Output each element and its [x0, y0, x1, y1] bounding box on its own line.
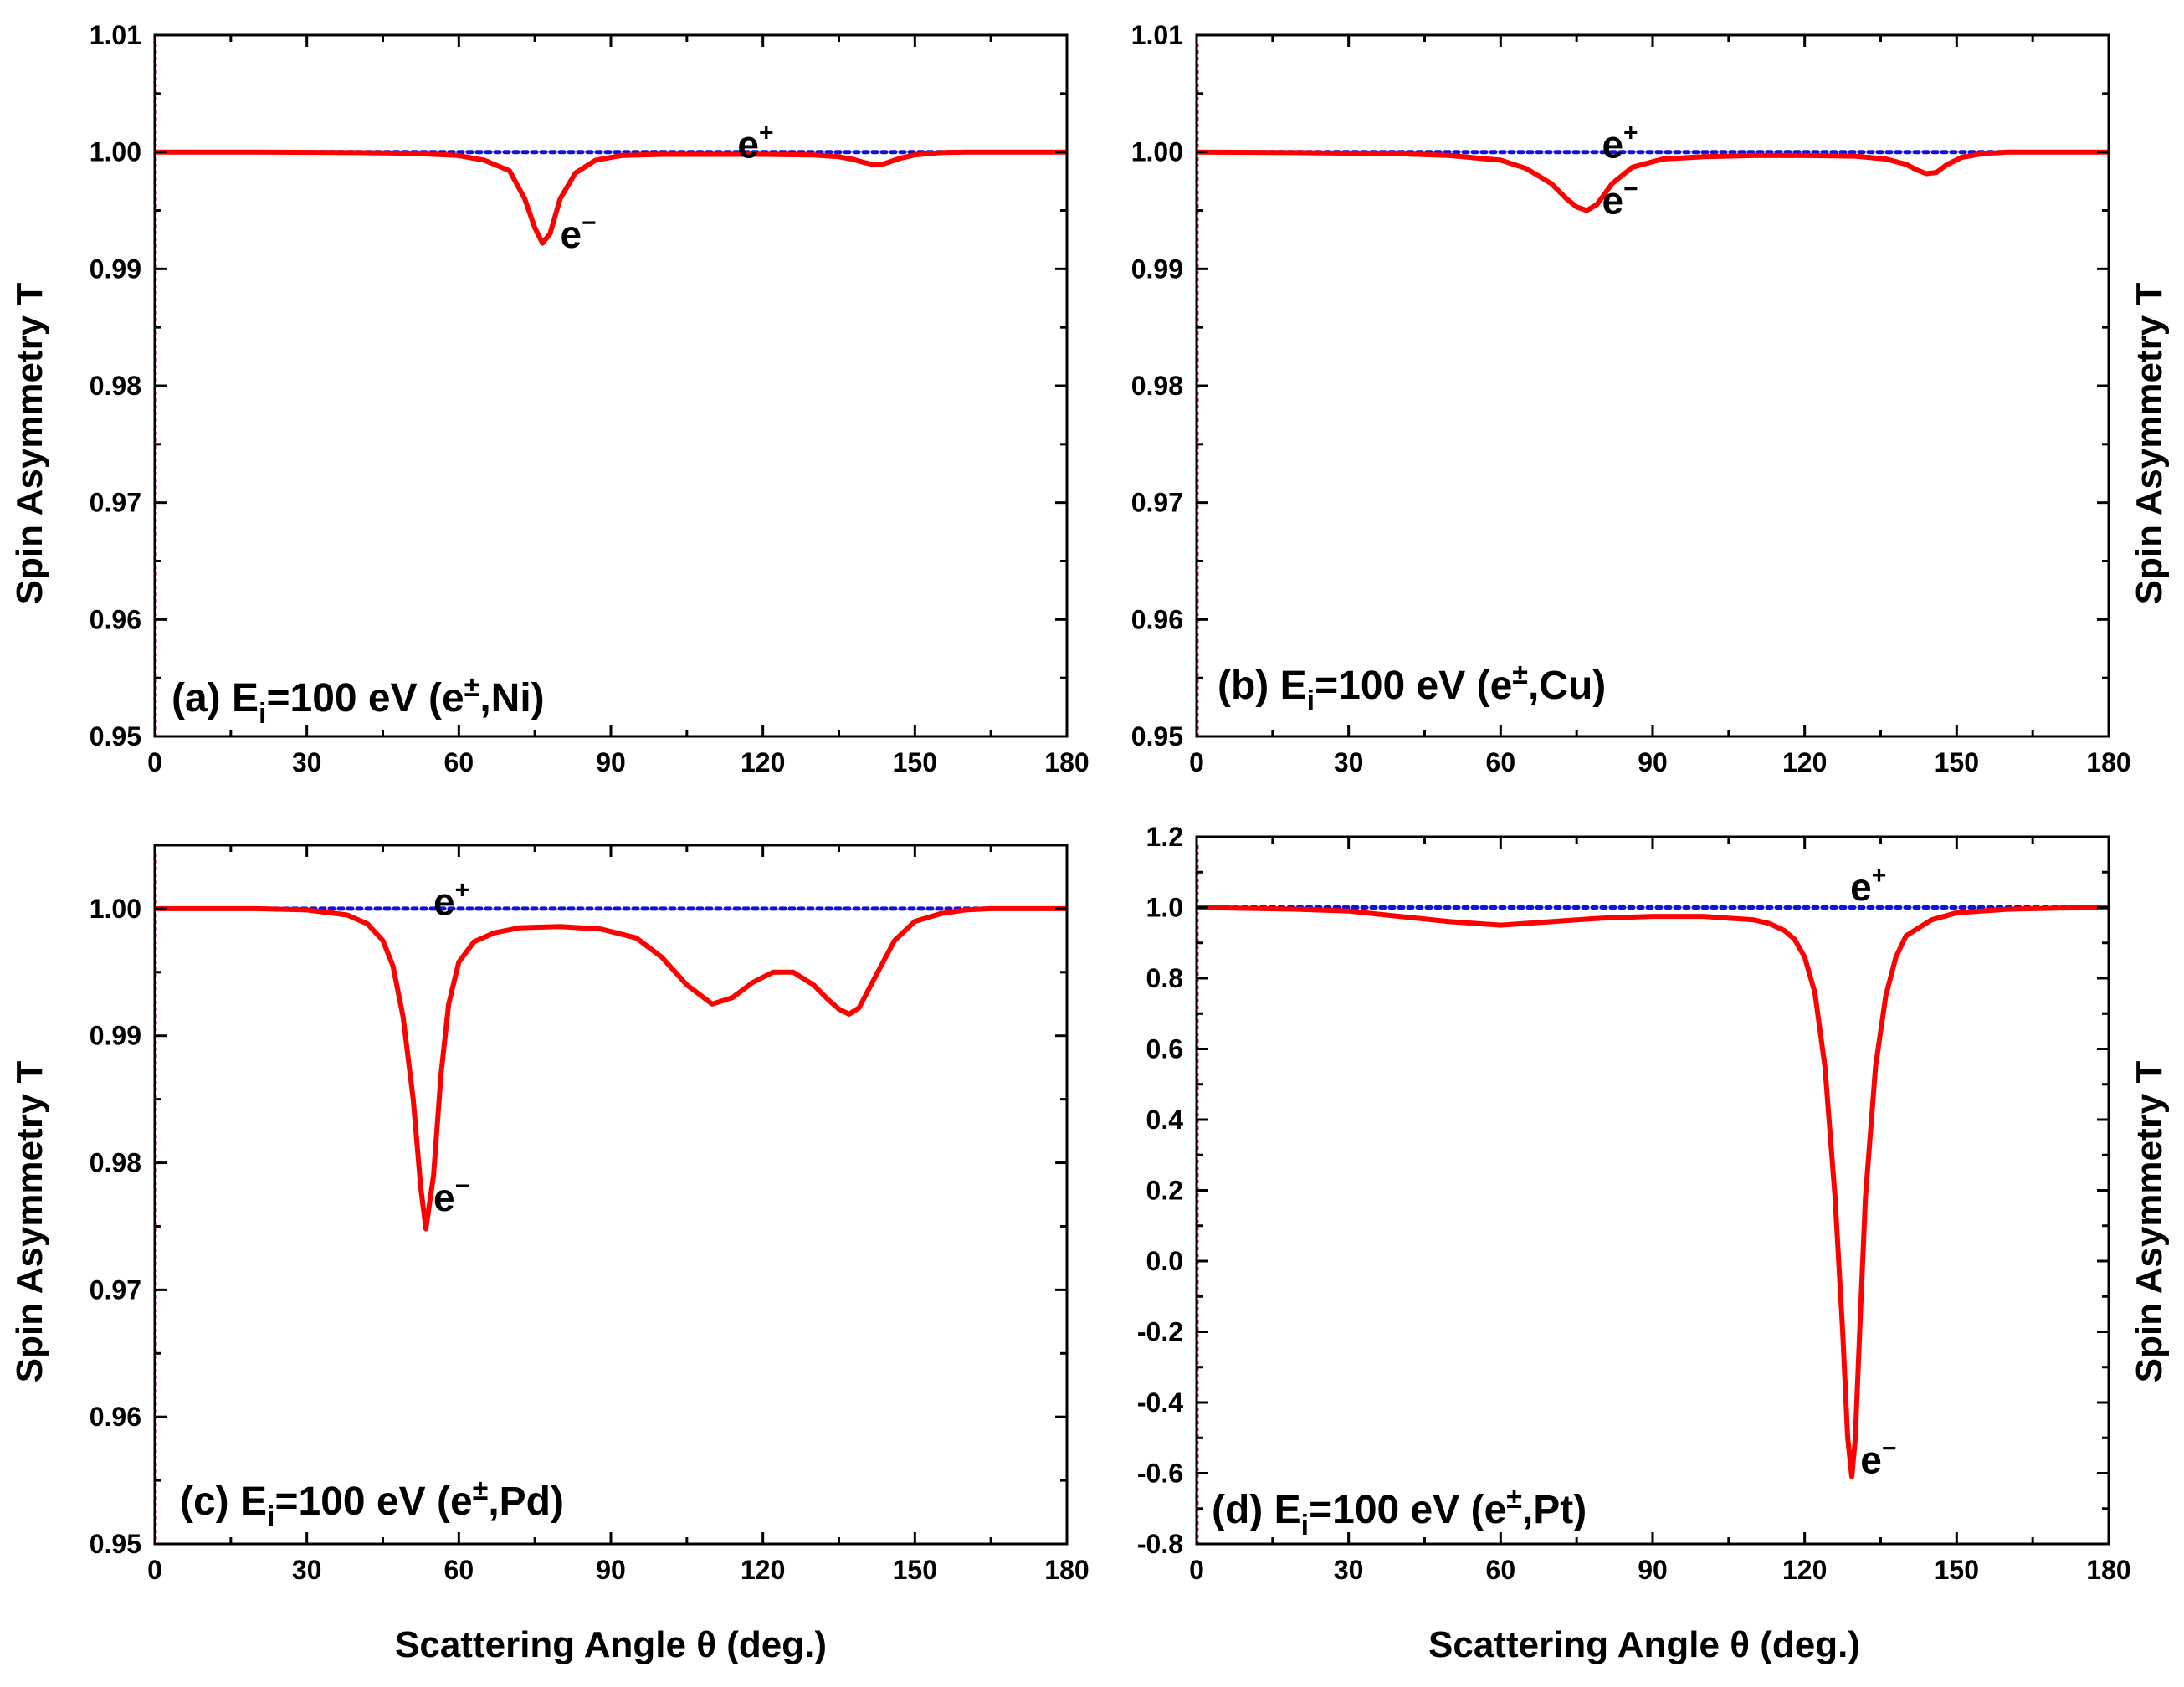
- y-axis-title-left-bottom: Spin Asymmetry T: [9, 1061, 50, 1383]
- x-tick-label-b: 180: [2086, 747, 2130, 777]
- y-tick-label-a: 1.00: [90, 137, 141, 167]
- series-electron-line-b: [1197, 149, 2109, 213]
- x-tick-label-a: 0: [147, 747, 162, 777]
- y-tick-label-b: 0.98: [1131, 371, 1183, 401]
- panel-label-b: (b) Ei=100 eV (e±,Cu): [1218, 659, 1606, 717]
- y-tick-label-c: 1.00: [90, 894, 141, 924]
- electron-annotation-b: e−: [1602, 176, 1638, 223]
- panel-b: 0 30 60 90 120 150 180 0.95 0.96 0.97 0.98 0.99 1.00…: [1131, 20, 2131, 777]
- x-tick-label-c: 120: [741, 1555, 785, 1585]
- x-tick-label-d: 90: [1638, 1555, 1668, 1585]
- series-electron-line-a: [155, 149, 1067, 246]
- electron-annotation-a: e−: [560, 209, 596, 256]
- y-tick-label-c: 0.99: [90, 1021, 141, 1051]
- x-tick-label-a: 90: [596, 747, 626, 777]
- x-tick-label-d: 60: [1486, 1555, 1516, 1585]
- x-tick-label-c: 60: [444, 1555, 474, 1585]
- panel-label-c: (c) Ei=100 eV (e±,Pd): [180, 1474, 564, 1533]
- positron-annotation-b: e+: [1602, 120, 1638, 167]
- y-tick-label-d: 0.2: [1146, 1176, 1183, 1206]
- y-tick-label-c: 0.95: [90, 1529, 141, 1559]
- x-tick-label-a: 60: [444, 747, 474, 777]
- x-tick-label-c: 150: [893, 1555, 937, 1585]
- x-tick-label-b: 30: [1334, 747, 1364, 777]
- y-tick-label-d: -0.6: [1137, 1459, 1183, 1489]
- plot-frame-c: [153, 844, 1069, 1546]
- y-tick-label-a: 1.01: [90, 20, 141, 50]
- y-tick-label-d: -0.4: [1137, 1387, 1183, 1418]
- x-tick-label-c: 90: [596, 1555, 626, 1585]
- x-tick-label-b: 90: [1638, 747, 1668, 777]
- y-tick-label-d: -0.2: [1137, 1317, 1183, 1347]
- y-tick-label-b: 0.99: [1131, 254, 1183, 284]
- positron-annotation-c: e+: [433, 877, 469, 924]
- positron-annotation-d: e+: [1850, 862, 1886, 909]
- y-tick-label-d: -0.8: [1137, 1529, 1183, 1559]
- y-tick-label-d: 1.0: [1146, 893, 1183, 923]
- x-tick-label-a: 150: [893, 747, 937, 777]
- electron-annotation-c: e−: [433, 1172, 469, 1219]
- x-tick-label-b: 150: [1935, 747, 1979, 777]
- electron-annotation-d: e−: [1860, 1435, 1896, 1482]
- x-tick-label-c: 180: [1044, 1555, 1089, 1585]
- y-tick-label-c: 0.97: [90, 1274, 141, 1305]
- y-tick-label-a: 0.99: [90, 254, 141, 284]
- x-tick-label-b: 60: [1486, 747, 1516, 777]
- series-electron-line-d: [1197, 905, 2109, 1479]
- plot-frame-b: [1195, 33, 2110, 738]
- series-electron-line-c: [155, 905, 1067, 1232]
- y-tick-label-b: 0.96: [1131, 604, 1183, 634]
- x-tick-label-c: 30: [292, 1555, 322, 1585]
- x-tick-label-a: 30: [292, 747, 322, 777]
- x-tick-label-d: 30: [1334, 1555, 1364, 1585]
- y-tick-label-b: 0.95: [1131, 721, 1183, 751]
- x-tick-label-a: 180: [1044, 747, 1089, 777]
- x-axis-title-right: Scattering Angle θ (deg.): [1428, 1624, 1860, 1665]
- y-tick-label-b: 1.01: [1131, 20, 1183, 50]
- y-tick-label-c: 0.96: [90, 1402, 141, 1432]
- y-tick-label-a: 0.98: [90, 371, 141, 401]
- panel-label-a: (a) Ei=100 eV (e±,Ni): [172, 671, 545, 730]
- y-tick-label-d: 0.8: [1146, 963, 1183, 993]
- panel-d: 0 30 60 90 120 150 180 -0.8 -0.6 -0.4 -0.2 0.0 0.2 0.…: [1137, 822, 2131, 1585]
- y-tick-label-d: 0.4: [1146, 1105, 1184, 1135]
- x-tick-label-d: 0: [1189, 1555, 1204, 1585]
- x-tick-label-d: 180: [2086, 1555, 2130, 1585]
- x-tick-label-a: 120: [741, 747, 785, 777]
- x-axis-title-left: Scattering Angle θ (deg.): [395, 1624, 827, 1665]
- y-tick-label-a: 0.95: [90, 721, 141, 751]
- y-tick-label-d: 1.2: [1146, 822, 1183, 852]
- plot-frame-d: [1195, 835, 2110, 1546]
- y-axis-title-right-bottom: Spin Asymmetry T: [2129, 1061, 2170, 1383]
- x-tick-label-d: 120: [1782, 1555, 1827, 1585]
- panel-c: 0 30 60 90 120 150 180 0.95 0.96 0.97 0.98 0.99 1.00…: [90, 844, 1089, 1585]
- y-tick-label-a: 0.97: [90, 488, 141, 518]
- y-tick-label-c: 0.98: [90, 1148, 141, 1178]
- x-tick-label-b: 120: [1782, 747, 1827, 777]
- x-tick-label-b: 0: [1189, 747, 1204, 777]
- plot-frame-a: [153, 33, 1069, 738]
- y-axis-title-left-top: Spin Asymmetry T: [9, 283, 50, 605]
- y-tick-label-d: 0.0: [1146, 1246, 1183, 1276]
- panel-a: 0 30 60 90 120 150 180 0.95 0.96 0.97 0.98 0.99 1.00…: [90, 20, 1089, 777]
- y-tick-label-b: 1.00: [1131, 137, 1183, 167]
- x-tick-label-d: 150: [1935, 1555, 1979, 1585]
- positron-annotation-a: e+: [737, 120, 773, 167]
- y-tick-label-b: 0.97: [1131, 488, 1183, 518]
- y-tick-label-d: 0.6: [1146, 1034, 1183, 1064]
- x-tick-label-c: 0: [147, 1555, 162, 1585]
- panel-label-d: (d) Ei=100 eV (e±,Pt): [1212, 1483, 1587, 1541]
- y-axis-title-right-top: Spin Asymmetry T: [2129, 283, 2170, 605]
- y-tick-label-a: 0.96: [90, 604, 141, 634]
